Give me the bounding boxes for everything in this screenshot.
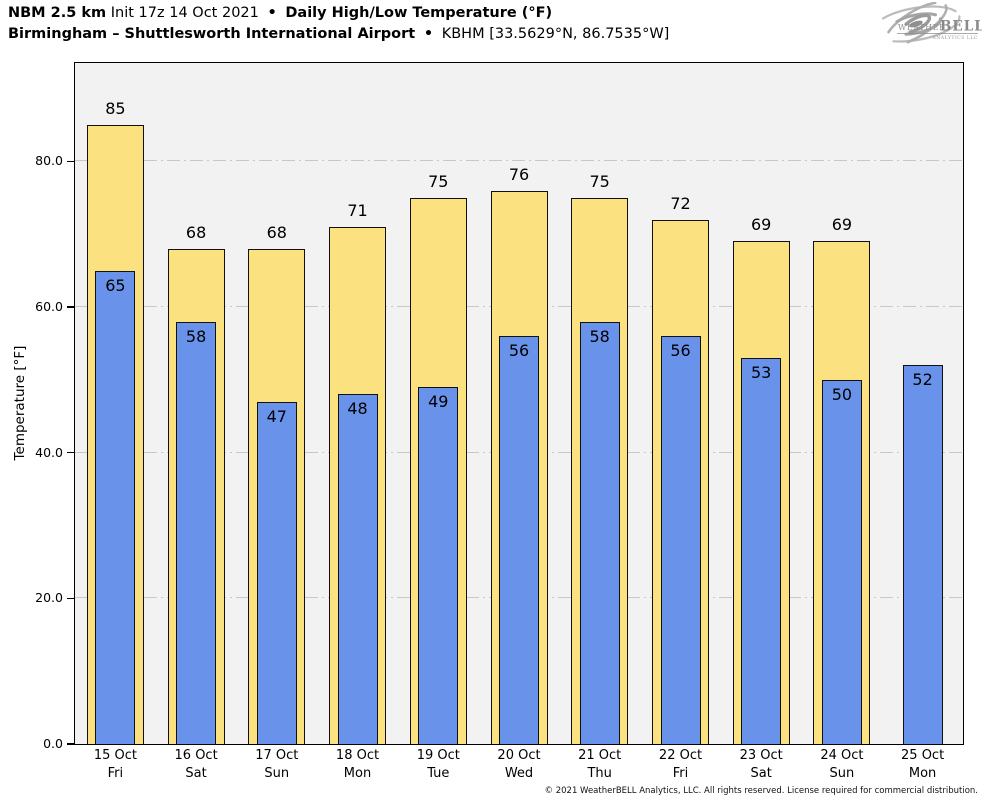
high-value-label: 69	[831, 215, 853, 235]
y-tick	[67, 597, 75, 599]
logo-word-weather: Weather	[898, 23, 946, 32]
weatherbell-logo: Weather BELL Analytics LLC	[864, 1, 984, 48]
low-value-label: 49	[428, 392, 449, 412]
copyright-notice: © 2021 WeatherBELL Analytics, LLC. All r…	[544, 786, 978, 796]
chart-title-line1: NBM 2.5 km Init 17z 14 Oct 2021 • Daily …	[8, 3, 552, 24]
x-label-date: 15 Oct	[93, 748, 137, 763]
x-label-date: 25 Oct	[901, 748, 945, 763]
x-tick-label: 21 Oct Thu	[555, 747, 645, 783]
x-label-weekday: Sat	[750, 766, 772, 781]
low-bar	[902, 365, 943, 744]
low-bar	[741, 358, 782, 744]
high-value-label: 69	[751, 215, 772, 235]
x-tick-label: 24 Oct Sun	[797, 747, 887, 783]
low-value-label: 56	[670, 341, 691, 361]
high-value-label: 68	[266, 222, 287, 242]
x-label-weekday: Fri	[672, 766, 689, 781]
low-bar	[418, 387, 459, 744]
x-label-date: 18 Oct	[335, 748, 380, 763]
y-tick	[67, 743, 75, 745]
y-tick-label: 40.0	[35, 444, 63, 460]
x-label-weekday: Sat	[185, 766, 207, 781]
low-value-label: 53	[751, 363, 772, 382]
low-bar	[176, 321, 217, 744]
x-label-weekday: Wed	[504, 766, 534, 781]
low-bar	[660, 336, 701, 744]
y-tick-label: 80.0	[35, 153, 63, 169]
x-label-date: 20 Oct	[497, 748, 541, 763]
high-value-label: 85	[105, 98, 126, 118]
x-label-weekday: Fri	[107, 766, 124, 781]
high-value-label: 75	[589, 171, 610, 191]
station-name: Birmingham – Shuttlesworth International…	[8, 26, 416, 42]
low-bar	[256, 401, 297, 744]
logo-swirl-icon: Weather BELL Analytics LLC	[871, 1, 984, 47]
low-value-label: 56	[508, 341, 530, 361]
low-value-label: 48	[347, 399, 368, 419]
low-value-label: 50	[831, 384, 853, 404]
high-value-label: 75	[428, 171, 449, 191]
low-bar	[95, 270, 136, 744]
y-tick	[67, 160, 75, 162]
x-label-date: 21 Oct	[578, 748, 622, 763]
x-tick-label: 22 Oct Fri	[636, 747, 726, 783]
x-label-date: 17 Oct	[255, 748, 299, 763]
y-tick	[67, 452, 75, 454]
title-separator: •	[267, 5, 277, 21]
title-separator2: •	[423, 26, 434, 42]
low-bar	[821, 379, 862, 744]
x-label-weekday: Mon	[343, 766, 372, 781]
x-label-weekday: Sun	[264, 766, 290, 781]
high-value-label: 71	[347, 200, 368, 220]
x-label-date: 19 Oct	[416, 748, 460, 763]
x-label-date: 24 Oct	[820, 748, 864, 763]
x-label-weekday: Thu	[587, 766, 612, 781]
low-value-label: 58	[185, 326, 207, 346]
high-value-label: 68	[185, 222, 207, 242]
y-tick	[67, 306, 75, 308]
x-label-weekday: Mon	[908, 766, 937, 781]
x-tick-label: 16 Oct Sat	[151, 747, 241, 783]
low-value-label: 58	[589, 326, 610, 346]
station-id-coords: KBHM [33.5629°N, 86.7535°W]	[441, 26, 670, 42]
high-value-label: 72	[670, 193, 691, 213]
low-value-label: 65	[105, 275, 126, 295]
x-tick-label: 17 Oct Sun	[232, 747, 322, 783]
low-value-label: 47	[266, 406, 287, 426]
y-tick-label: 60.0	[35, 298, 63, 314]
chart-title-line2: Birmingham – Shuttlesworth International…	[8, 24, 669, 45]
x-tick-label: 19 Oct Tue	[393, 747, 483, 783]
x-tick-label: 23 Oct Sat	[716, 747, 806, 783]
x-tick-label: 15 Oct Fri	[70, 747, 160, 783]
x-tick-label: 25 Oct Mon	[878, 747, 968, 783]
y-tick-label: 20.0	[35, 590, 63, 606]
x-tick-label: 20 Oct Wed	[474, 747, 564, 783]
gridline-80.0	[75, 160, 963, 162]
logo-word-bell: BELL	[940, 19, 982, 35]
x-label-date: 16 Oct	[174, 748, 218, 763]
low-bar	[499, 336, 539, 744]
x-label-weekday: Sun	[829, 766, 855, 781]
x-tick-label: 18 Oct Mon	[313, 747, 403, 783]
x-label-weekday: Tue	[427, 766, 450, 781]
logo-subtext: Analytics LLC	[931, 35, 978, 41]
plot-area: 85 65 68 58 68 47 71 48 75 49 76 56 75 58 72 56 69 53 69 50…	[75, 63, 963, 744]
low-bar	[579, 321, 620, 744]
low-bar	[337, 394, 378, 744]
low-value-label: 52	[912, 370, 933, 390]
x-label-date: 22 Oct	[658, 748, 703, 763]
x-label-date: 23 Oct	[739, 748, 783, 763]
high-value-label: 76	[508, 164, 530, 184]
model-name: NBM 2.5 km	[8, 5, 107, 21]
y-tick-label: 0.0	[43, 736, 63, 751]
init-time: Init 17z 14 Oct 2021	[110, 5, 259, 21]
product-name: Daily High/Low Temperature (°F)	[285, 5, 553, 21]
